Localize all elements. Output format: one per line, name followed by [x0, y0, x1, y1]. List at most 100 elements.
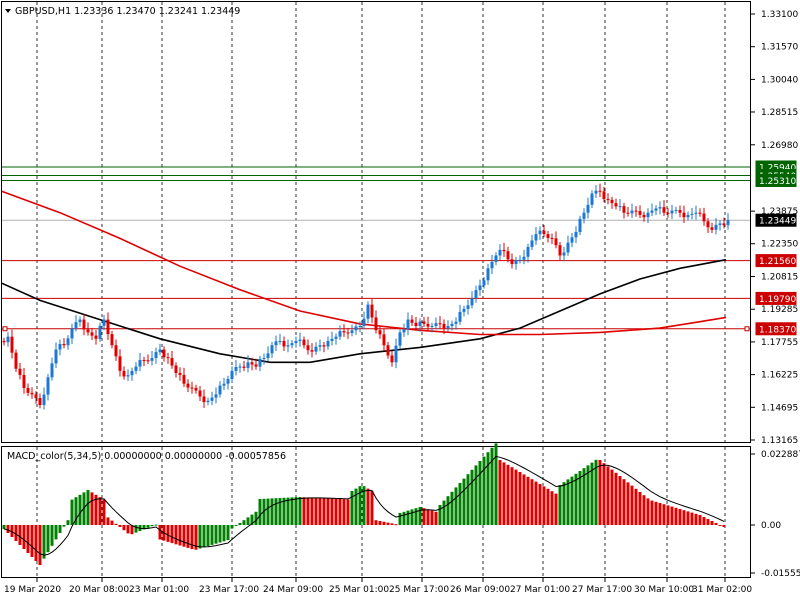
macd-bar [410, 509, 414, 525]
candle-body [726, 220, 730, 226]
macd-bar [586, 465, 590, 525]
candle-body [222, 383, 226, 386]
candle-body [510, 259, 514, 265]
macd-bar [338, 499, 342, 525]
candle-body [614, 203, 618, 207]
candle-body [306, 345, 310, 351]
macd-bar [330, 498, 334, 525]
candle-body [14, 352, 18, 369]
macd-bar [442, 500, 446, 525]
price-tick-label: 1.22350 [761, 240, 798, 250]
macd-bar [26, 525, 30, 553]
macd-bar [294, 497, 298, 525]
candle-body [522, 256, 526, 260]
candle-body [270, 345, 274, 354]
candle-body [618, 206, 622, 208]
macd-bar [714, 523, 718, 525]
candle-body [678, 209, 682, 213]
time-label: 19 Mar 2020 [4, 585, 61, 595]
macd-bar [462, 478, 466, 525]
level-tag [755, 213, 797, 227]
triangle-down-icon[interactable] [5, 9, 11, 13]
candle-body [274, 341, 278, 346]
candle-body [62, 343, 66, 346]
macd-bar [126, 525, 130, 534]
candle-body [2, 340, 6, 343]
macd-bar [478, 461, 482, 525]
macd-bar [106, 517, 110, 525]
vertical-grid [36, 2, 726, 577]
macd-bar [254, 511, 258, 525]
candle-body [266, 353, 270, 359]
level-tag [755, 254, 797, 268]
candle-body [622, 206, 626, 213]
candle-body [366, 304, 370, 319]
candle-body [18, 368, 22, 375]
macd-bar [662, 504, 666, 525]
candle-body [474, 290, 478, 299]
candle-body [586, 204, 590, 213]
macd-bar [278, 498, 282, 525]
macd-bar [98, 497, 102, 525]
candle-body [578, 218, 582, 232]
macd-axis[interactable]: 0.0228876 0.00 -0.0155523 [750, 450, 800, 579]
candle-body [370, 304, 374, 318]
candle-body [714, 224, 718, 230]
time-label: 24 Mar 09:00 [263, 585, 323, 595]
macd-bar [682, 510, 686, 525]
macd-bar [234, 525, 238, 526]
level-tag-label: 1.18370 [759, 325, 796, 335]
candle-body [102, 319, 106, 326]
candle-body [206, 400, 210, 403]
candle-body [90, 332, 94, 336]
macd-bar [170, 525, 174, 544]
time-label: 31 Mar 02:00 [692, 585, 752, 595]
macd-bar [286, 497, 290, 525]
macd-bar [2, 525, 6, 529]
candle-body [554, 238, 558, 246]
macd-bar [422, 508, 426, 525]
candle-body [514, 260, 518, 265]
candle-body [478, 285, 482, 291]
time-label: 23 Mar 01:00 [129, 585, 189, 595]
symbol-header: GBPUSD,H1 1.23336 1.23470 1.23241 1.2344… [15, 6, 240, 17]
macd-bar [346, 499, 350, 525]
indicator-frame [1, 446, 751, 578]
candle-body [326, 340, 330, 347]
candle-body [250, 362, 254, 365]
candle-body [698, 212, 702, 214]
macd-bar [390, 523, 394, 525]
candle-body [34, 394, 38, 399]
macd-bar [678, 509, 682, 525]
macd-bar [94, 494, 98, 525]
macd-tick-label: 0.00 [761, 521, 781, 531]
candle-body [658, 207, 662, 209]
time-label: 20 Mar 08:00 [69, 585, 129, 595]
macd-bar [14, 525, 18, 541]
candle-body [582, 212, 586, 219]
macd-bar [146, 525, 150, 528]
macd-bar [230, 525, 234, 529]
candle-body [130, 370, 134, 376]
macd-bar [290, 497, 294, 525]
price-axis[interactable]: 1.33100 1.31570 1.30040 1.28515 1.26980 1.238… [750, 10, 798, 446]
candle-body [166, 357, 170, 359]
macd-bar [130, 525, 134, 535]
macd-bar [58, 525, 62, 533]
candle-body [502, 249, 506, 252]
candle-body [226, 378, 230, 384]
macd-bar [654, 501, 658, 525]
candle-body [42, 394, 46, 406]
macd-bar [54, 525, 58, 540]
price-tick-label: 1.13165 [761, 436, 798, 446]
level-tag-label: 1.25940 [759, 164, 796, 174]
macd-bar [78, 494, 82, 525]
price-tick-label: 1.14695 [761, 403, 798, 413]
candle-body [214, 394, 218, 398]
macd-bar [198, 525, 202, 549]
macd-bar [370, 491, 374, 525]
macd-bar [490, 447, 494, 525]
time-axis[interactable]: 19 Mar 2020 20 Mar 08:00 23 Mar 01:00 23 Ma… [4, 578, 752, 595]
macd-bar [606, 466, 610, 525]
